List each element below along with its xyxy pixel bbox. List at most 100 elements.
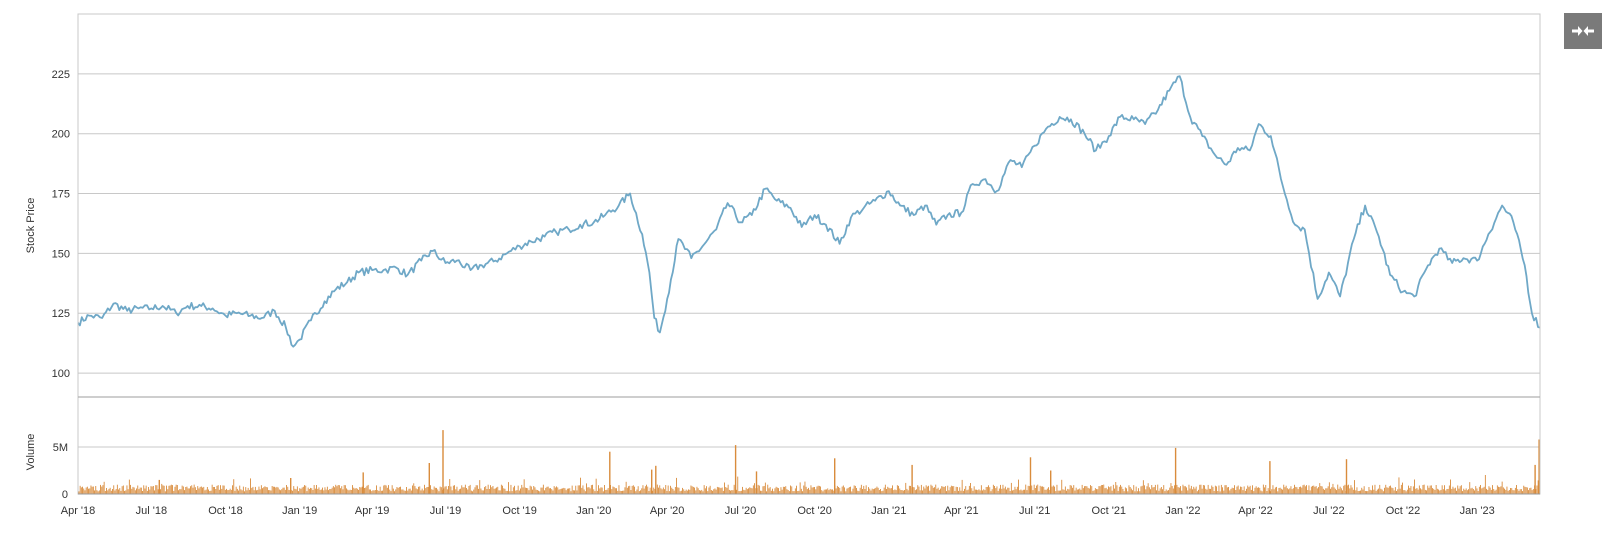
volume-bar [226, 488, 227, 494]
volume-bar [692, 486, 694, 494]
volume-bar [859, 487, 861, 494]
volume-bar [1500, 486, 1502, 494]
volume-bar [88, 488, 89, 494]
volume-bar [899, 488, 901, 494]
volume-bar [689, 489, 691, 494]
volume-bar [248, 489, 250, 494]
volume-bar [784, 486, 785, 494]
volume-bar [118, 489, 119, 494]
volume-bar [390, 491, 392, 494]
volume-bar [1009, 491, 1011, 494]
volume-bar [743, 489, 745, 494]
volume-bar [325, 489, 327, 494]
volume-bar [928, 485, 929, 494]
volume-spike [158, 479, 160, 494]
volume-bar [1240, 486, 1241, 494]
volume-bar [259, 489, 261, 494]
volume-bar [702, 491, 704, 494]
volume-bar [203, 486, 205, 494]
volume-bar [1441, 485, 1443, 494]
volume-bar [410, 490, 412, 494]
volume-bar [1189, 488, 1191, 494]
volume-bar [1438, 489, 1439, 494]
volume-bar [1480, 485, 1481, 494]
volume-bar [714, 488, 716, 494]
volume-bar [749, 487, 751, 494]
volume-bar [1094, 488, 1096, 494]
volume-bar [1058, 490, 1060, 494]
volume-bar [395, 489, 397, 494]
volume-bar [452, 485, 454, 494]
volume-bar [955, 486, 957, 494]
price-line [77, 75, 1541, 348]
volume-bar [616, 488, 617, 494]
volume-bar [187, 488, 189, 494]
volume-bar [1343, 485, 1345, 494]
volume-bar [1249, 485, 1251, 494]
volume-bar [1513, 490, 1515, 494]
x-tick: Apr '22 [1238, 505, 1273, 517]
volume-bar [761, 490, 763, 494]
x-tick: Jan '21 [871, 505, 906, 517]
volume-bar [1490, 489, 1492, 494]
volume-bar [520, 488, 521, 494]
volume-bar [1526, 487, 1528, 494]
volume-bar [370, 489, 371, 494]
volume-bar [1409, 487, 1411, 494]
volume-spike [1029, 457, 1032, 494]
volume-bar [1454, 487, 1456, 494]
volume-bar [631, 485, 633, 494]
volume-bar [425, 488, 427, 494]
volume-bar [952, 486, 953, 494]
volume-bar [252, 486, 254, 494]
volume-bar [841, 486, 843, 494]
volume-bar [992, 484, 994, 494]
volume-bar [739, 491, 741, 494]
volume-bar [488, 489, 490, 494]
x-tick-labels: Apr '18 Jul '18 Oct '18 Jan '19 Apr '19 Jul '… [61, 505, 1495, 517]
volume-bar [1456, 490, 1457, 494]
volume-bar [455, 489, 457, 494]
volume-bar [728, 489, 730, 494]
volume-bar [1127, 491, 1129, 494]
volume-bar [563, 487, 565, 494]
x-tick: Jul '18 [136, 505, 167, 517]
volume-bar [1136, 491, 1138, 494]
volume-bar [418, 486, 419, 494]
volume-bar [869, 488, 871, 494]
volume-bar [593, 489, 595, 494]
volume-bar [517, 485, 519, 494]
collapse-chart-button[interactable] [1564, 13, 1602, 49]
volume-bar [731, 490, 733, 494]
volume-bar [1457, 485, 1459, 494]
volume-bar [214, 487, 215, 494]
volume-bar [1486, 488, 1487, 494]
volume-bar [1204, 485, 1205, 494]
volume-bar [496, 487, 497, 494]
volume-bar [1255, 486, 1257, 494]
volume-bar [805, 486, 807, 494]
volume-bar [544, 490, 545, 494]
volume-bar [847, 487, 849, 494]
volume-bar [1492, 485, 1493, 494]
volume-bar [427, 487, 429, 494]
volume-spike [1174, 447, 1177, 494]
volume-bar [515, 490, 517, 494]
volume-bar [386, 487, 388, 494]
volume-bar [1276, 486, 1277, 494]
volume-bar [973, 486, 975, 494]
volume-bar [229, 488, 231, 494]
volume-bar [1247, 485, 1249, 494]
volume-bar [787, 490, 789, 494]
volume-bar [1003, 488, 1005, 494]
volume-bar [553, 486, 555, 494]
volume-bar [1397, 489, 1399, 494]
volume-bar [736, 489, 737, 494]
volume-bar [858, 491, 860, 494]
volume-bar [665, 485, 667, 494]
volume-bar [218, 489, 220, 494]
volume-bar [1336, 490, 1337, 494]
volume-bar [832, 489, 833, 494]
volume-bar [126, 485, 128, 494]
volume-bar [457, 490, 459, 494]
